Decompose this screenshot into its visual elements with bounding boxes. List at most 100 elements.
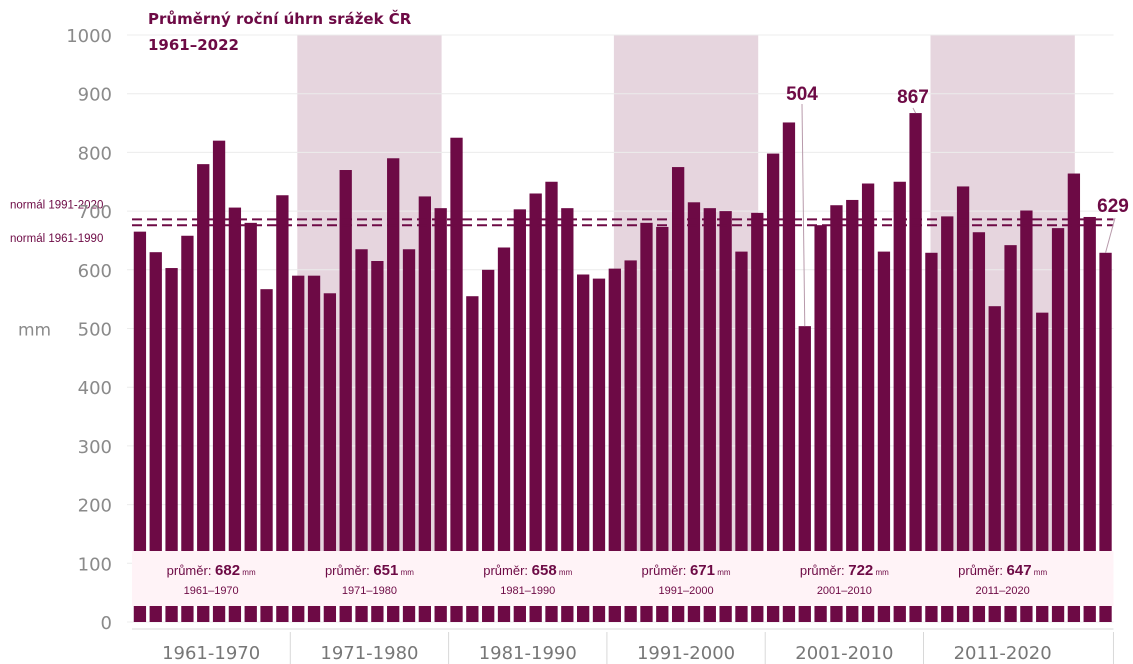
normal-label: normál 1961-1990 xyxy=(10,233,103,245)
annotation-leader xyxy=(1105,217,1116,253)
bar-1991 xyxy=(608,268,621,622)
bar-1989 xyxy=(577,274,590,622)
bar-2001 xyxy=(766,153,780,622)
bar-1977 xyxy=(387,158,400,622)
bar-2019 xyxy=(1051,228,1065,623)
bar-2007 xyxy=(861,183,875,623)
bar-1980 xyxy=(434,208,447,623)
bar-2011 xyxy=(925,252,938,623)
bar-2017 xyxy=(1020,210,1033,622)
y-tick-label: 100 xyxy=(78,554,112,575)
bar-1990 xyxy=(592,278,606,622)
bar-1986 xyxy=(529,193,542,623)
decade-average: průměr: 671 mm xyxy=(642,562,731,579)
bar-1972 xyxy=(307,275,321,622)
bar-1974 xyxy=(339,170,352,622)
bar-1993 xyxy=(640,222,653,622)
decade-average: průměr: 647 mm xyxy=(958,562,1047,579)
y-tick-label: 700 xyxy=(78,202,112,223)
y-tick-label: 1000 xyxy=(66,26,112,47)
y-tick-label: 300 xyxy=(78,437,112,458)
y-tick-label: 0 xyxy=(101,613,112,634)
bar-1981 xyxy=(450,137,463,622)
bar-1982 xyxy=(466,296,479,622)
bar-1970 xyxy=(276,195,289,622)
bar-1985 xyxy=(513,209,526,623)
decade-average: průměr: 682 mm xyxy=(167,562,256,579)
bar-2004 xyxy=(814,225,827,623)
bar-2014 xyxy=(972,232,986,622)
bar-1984 xyxy=(497,247,511,622)
y-tick-label: 600 xyxy=(78,261,112,282)
bar-2013 xyxy=(956,186,970,623)
bar-1976 xyxy=(371,260,384,622)
bar-2009 xyxy=(893,181,906,622)
bar-1965 xyxy=(197,164,210,622)
bar-1969 xyxy=(260,289,273,622)
x-tick-label: 1981-1990 xyxy=(479,643,577,664)
bar-2015 xyxy=(988,306,1001,622)
annotation-label: 629 xyxy=(1097,196,1129,217)
annotation-leader xyxy=(801,103,806,327)
decade-range: 1961–1970 xyxy=(184,585,239,597)
decade-range: 1991–2000 xyxy=(659,585,714,597)
average-band xyxy=(132,551,1114,606)
chart-subtitle: 1961–2022 xyxy=(148,36,239,54)
bar-1994 xyxy=(656,226,669,622)
bar-2005 xyxy=(830,205,843,623)
decade-average: průměr: 658 mm xyxy=(483,562,572,579)
bar-2000 xyxy=(751,212,764,622)
decade-range: 1981–1990 xyxy=(500,585,555,597)
x-tick-label: 1961-1970 xyxy=(162,643,260,664)
decade-range: 2011–2020 xyxy=(976,585,1030,597)
bar-2008 xyxy=(877,251,891,622)
bar-1999 xyxy=(735,251,748,622)
bar-1968 xyxy=(244,222,257,622)
decade-range: 2001–2010 xyxy=(817,585,872,597)
bar-2003 xyxy=(798,326,811,622)
bar-2012 xyxy=(941,216,954,622)
annotation-label: 867 xyxy=(897,87,929,108)
bar-2021 xyxy=(1083,216,1096,622)
bar-2022 xyxy=(1099,252,1112,623)
decade-average: průměr: 722 mm xyxy=(800,562,889,579)
bar-1971 xyxy=(292,275,305,622)
bar-2010 xyxy=(909,113,922,623)
bar-1995 xyxy=(671,167,685,622)
bar-1975 xyxy=(355,249,368,622)
bar-1992 xyxy=(624,260,637,622)
bar-1988 xyxy=(561,208,574,623)
decade-range: 1971–1980 xyxy=(342,585,397,597)
bar-1983 xyxy=(482,269,495,622)
bar-1961 xyxy=(133,231,147,622)
bar-1962 xyxy=(149,252,162,622)
bar-1963 xyxy=(165,268,178,622)
x-tick-label: 1971-1980 xyxy=(320,643,418,664)
bar-1964 xyxy=(181,235,194,622)
y-tick-label: 500 xyxy=(78,320,112,341)
y-axis-label: mm xyxy=(18,321,51,341)
x-tick-label: 2001-2010 xyxy=(795,643,893,664)
x-tick-label: 2011-2020 xyxy=(954,643,1052,664)
normal-label: normál 1991-2020 xyxy=(10,199,103,211)
decade-shading xyxy=(930,35,1075,551)
bar-2002 xyxy=(782,122,796,622)
bar-1978 xyxy=(402,249,416,622)
chart-title: Průměrný roční úhrn srážek ČR xyxy=(148,10,412,28)
bar-2018 xyxy=(1036,312,1049,622)
bar-1997 xyxy=(703,208,716,623)
x-tick-label: 1991-2000 xyxy=(637,643,735,664)
decade-average: průměr: 651 mm xyxy=(325,562,414,579)
y-tick-label: 200 xyxy=(78,496,112,517)
bar-1998 xyxy=(719,211,732,622)
annotation-leader xyxy=(912,107,917,114)
bar-2016 xyxy=(1004,245,1017,622)
y-tick-label: 900 xyxy=(78,85,112,106)
bar-1967 xyxy=(228,207,242,622)
bar-2006 xyxy=(846,199,859,622)
bar-2020 xyxy=(1067,173,1081,623)
bar-1973 xyxy=(323,293,337,622)
bar-1966 xyxy=(212,140,226,622)
decade-shading xyxy=(613,35,759,551)
